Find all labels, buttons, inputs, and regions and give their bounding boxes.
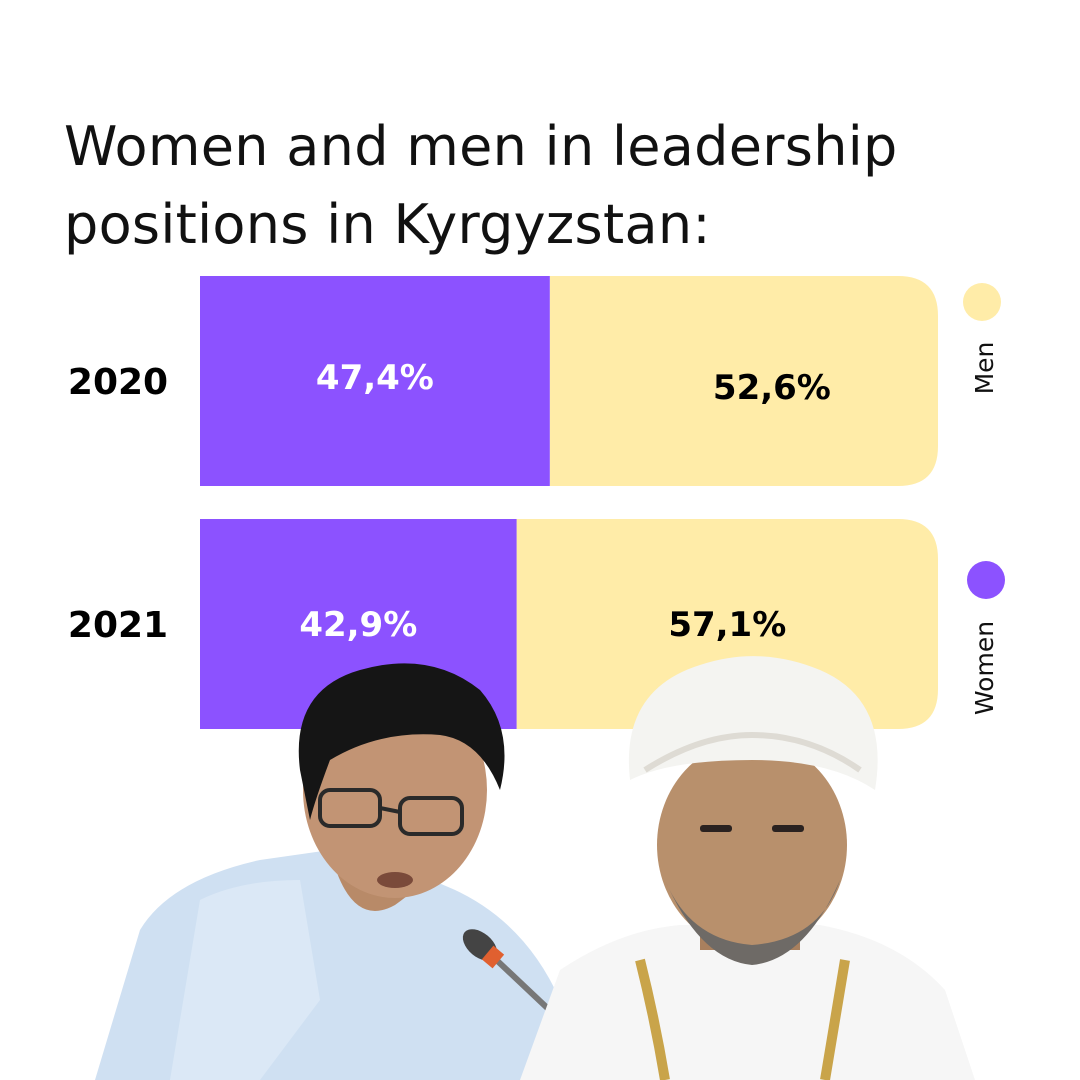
year-label-2021: 2021 — [68, 605, 168, 646]
value-label-women-2021: 42,9% — [299, 605, 417, 645]
value-label-women-2020: 47,4% — [316, 358, 434, 398]
year-label-2020: 2020 — [68, 362, 168, 403]
legend-label-men: Men — [970, 342, 999, 395]
chart-title: Women and men in leadership positions in… — [64, 108, 1014, 264]
legend-swatch-men — [963, 283, 1001, 321]
legend-label-women: Women — [970, 621, 999, 715]
chart-title-line-1: Women and men in leadership — [64, 115, 898, 178]
woman-speaker-photo — [95, 663, 575, 1080]
chart-title-line-2: positions in Kyrgyzstan: — [64, 193, 711, 256]
legend-swatch-women — [967, 561, 1005, 599]
man-in-turban-photo — [520, 656, 975, 1080]
value-label-men-2020: 52,6% — [713, 368, 831, 408]
bar-women-2020 — [200, 276, 550, 486]
bar-men-2020 — [549, 276, 938, 486]
value-label-men-2021: 57,1% — [668, 605, 786, 645]
